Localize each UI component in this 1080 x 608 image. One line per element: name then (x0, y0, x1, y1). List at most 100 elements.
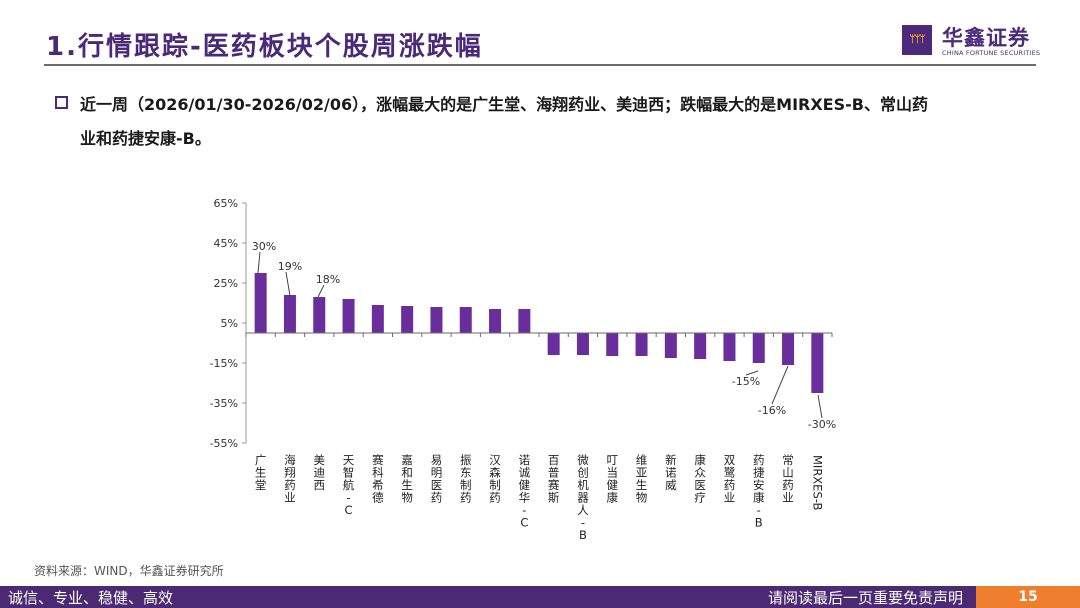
bar (782, 333, 795, 365)
category-label: 药捷安康-B (753, 453, 765, 530)
bar (723, 333, 736, 361)
bar (401, 306, 414, 333)
category-label-char: 振 (460, 453, 472, 467)
logo-chinese-name: 华鑫证券 (942, 26, 1030, 50)
category-label-char: 西 (314, 478, 326, 492)
data-label: -15% (732, 375, 760, 388)
data-label: 19% (278, 260, 302, 273)
category-label: 新诺威 (665, 453, 677, 492)
category-label-char: 华 (519, 491, 531, 505)
category-label: 美迪西 (314, 453, 326, 492)
category-label-char: 业 (782, 491, 794, 505)
data-label: 18% (316, 273, 340, 286)
footer-disclaimer: 请阅读最后一页重要免责声明 (768, 589, 964, 607)
leader-line (257, 251, 261, 274)
category-label-char: 明 (431, 466, 443, 480)
category-label-char: 维 (636, 453, 648, 467)
bar (430, 307, 443, 333)
category-label-char: 创 (577, 466, 589, 480)
category-label-char: 双 (724, 453, 736, 467)
source-note: 资料来源：WIND，华鑫证券研究所 (34, 564, 224, 578)
category-label: 叮当健康 (607, 453, 619, 505)
category-label-char: 科 (372, 466, 384, 480)
category-label-char: 易 (431, 453, 443, 467)
category-label-char: 诚 (519, 466, 531, 480)
y-tick-label: 65% (214, 197, 238, 210)
y-tick-label: -35% (210, 397, 238, 410)
category-label: 百普赛斯 (548, 453, 560, 505)
y-tick-label: -55% (210, 437, 238, 450)
y-tick-label: 25% (214, 277, 238, 290)
category-label-char: 翔 (284, 466, 296, 480)
category-label-char: 机 (577, 478, 589, 492)
bar (635, 333, 648, 356)
title-divider (44, 64, 1036, 66)
three-figures-logo-icon: ᛘᛘᛘ (902, 25, 932, 55)
category-label: 维亚生物 (636, 453, 648, 505)
category-label-char: 赛 (372, 453, 384, 467)
category-label-char: 微 (577, 453, 589, 467)
category-label-char: 康 (753, 491, 765, 505)
leader-line (771, 365, 789, 405)
category-label-char: 健 (519, 478, 531, 492)
company-logo: ᛘᛘᛘ 华鑫证券 CHINA FORTUNE SECURITIES (902, 25, 1041, 61)
y-tick-label: -15% (210, 357, 238, 370)
category-label-char: 东 (460, 466, 472, 480)
category-label-char: 威 (665, 478, 677, 492)
leader-line (817, 394, 823, 419)
category-label: 天智航-C (343, 453, 355, 517)
category-label: 诺诚健华-C (519, 453, 531, 530)
category-label-char: 和 (401, 466, 413, 480)
bar (811, 333, 824, 393)
category-label-char: 生 (401, 478, 413, 492)
category-label-char: 诺 (519, 453, 531, 467)
category-label-char: 当 (607, 466, 619, 480)
bar (371, 305, 384, 333)
page-number: 15 (976, 586, 1080, 608)
summary-text: 近一周（2026/01/30-2026/02/06），涨幅最大的是广生堂、海翔药… (80, 95, 928, 148)
x-axis (245, 332, 833, 337)
category-label-char: 药 (460, 491, 472, 505)
category-label-char: 捷 (753, 466, 765, 480)
data-labels: 30%19% 18% -15% -16% -30% (252, 240, 836, 431)
category-label-char: 物 (636, 491, 648, 505)
bar (547, 333, 560, 355)
category-label: 康众医疗 (694, 453, 706, 505)
category-label-char: 广 (255, 453, 267, 467)
category-label-char: 制 (460, 478, 472, 492)
category-label-char: B (755, 516, 763, 530)
bar (254, 273, 267, 333)
category-label: 嘉和生物 (401, 453, 413, 505)
category-label-char: 堂 (255, 478, 267, 492)
data-label: 30% (252, 240, 276, 253)
category-label-char: 康 (694, 453, 706, 467)
bar (518, 309, 531, 333)
logo-english-name: CHINA FORTUNE SECURITIES (942, 49, 1041, 57)
category-label-char: 常 (782, 453, 794, 467)
category-label-char: - (581, 516, 585, 530)
category-label-char: 智 (343, 466, 355, 480)
category-label-char: 制 (489, 478, 501, 492)
category-label-char: 德 (372, 491, 384, 505)
category-label: 微创机器人-B (577, 453, 589, 542)
category-label-char: 康 (607, 491, 619, 505)
category-label-char: - (522, 503, 526, 517)
category-label-char: 医 (694, 478, 706, 492)
category-label-char: - (757, 503, 761, 517)
category-label-char: 普 (548, 466, 560, 480)
category-label-char: 迪 (314, 466, 326, 480)
leader-line (317, 284, 325, 298)
category-label-char: 天 (343, 453, 355, 467)
category-label-char: 众 (694, 466, 706, 480)
category-label: 易明医药 (431, 453, 443, 505)
y-tick-label: 5% (221, 317, 238, 330)
bar (752, 333, 765, 363)
category-label-char: 业 (284, 491, 296, 505)
category-label-char: 希 (372, 478, 384, 492)
category-label-char: 诺 (665, 466, 677, 480)
category-label: 双鹭药业 (724, 453, 736, 505)
category-label-char: 美 (314, 453, 326, 467)
category-label-char: 药 (284, 478, 296, 492)
page-title: 1.行情跟踪-医药板块个股周涨跌幅 (46, 32, 483, 62)
hollow-square-bullet-icon (55, 96, 68, 109)
